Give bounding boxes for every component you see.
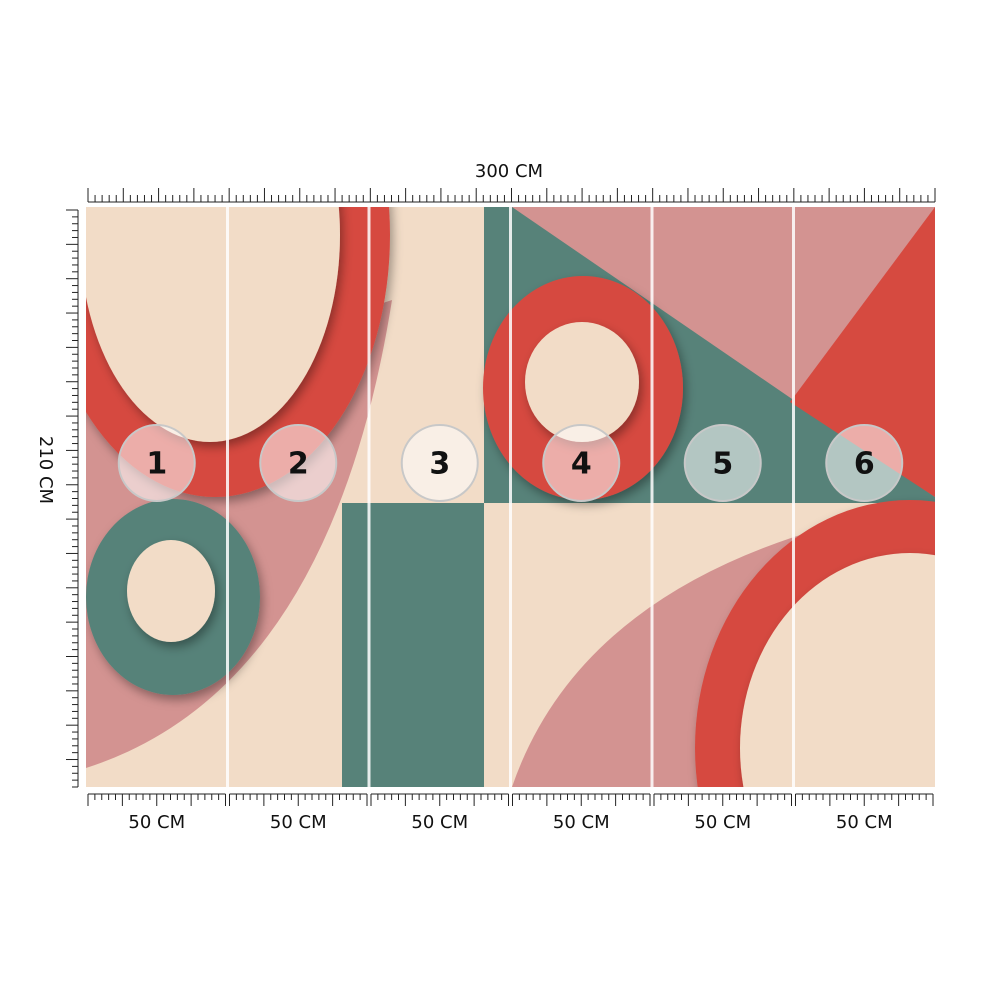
panel-number: 1 [146, 447, 167, 482]
panel-width: 50 CM [553, 812, 610, 833]
panel-width: 50 CM [411, 812, 468, 833]
ring-hole [127, 540, 215, 642]
panels: 1 50 CM 2 50 CM 3 50 CM 4 50 CM 5 50 CM 6 50 CM [117, 424, 904, 833]
ring-hole [86, 207, 340, 442]
panel-badge [542, 424, 621, 502]
panel-seams [226, 207, 795, 787]
panel-badge [825, 424, 904, 502]
teal-block [342, 503, 484, 787]
width-label: 300 CM [475, 161, 543, 182]
panel-width: 50 CM [128, 812, 185, 833]
panel-number: 4 [571, 447, 592, 482]
panel-badge [683, 424, 762, 502]
ring-hole [525, 322, 639, 442]
red-triangle [790, 207, 935, 497]
panel-badge [117, 424, 196, 502]
height-label: 210 CM [35, 436, 56, 504]
panel-number: 3 [429, 447, 450, 482]
ring-hole [740, 553, 935, 787]
panel-number: 5 [712, 447, 733, 482]
panel-width: 50 CM [836, 812, 893, 833]
rulers [66, 188, 936, 806]
panel-width: 50 CM [694, 812, 751, 833]
panel-number: 2 [288, 447, 309, 482]
panel-width: 50 CM [270, 812, 327, 833]
panel-badge [400, 424, 479, 502]
panel-badge [259, 424, 338, 502]
panel-number: 6 [854, 447, 875, 482]
